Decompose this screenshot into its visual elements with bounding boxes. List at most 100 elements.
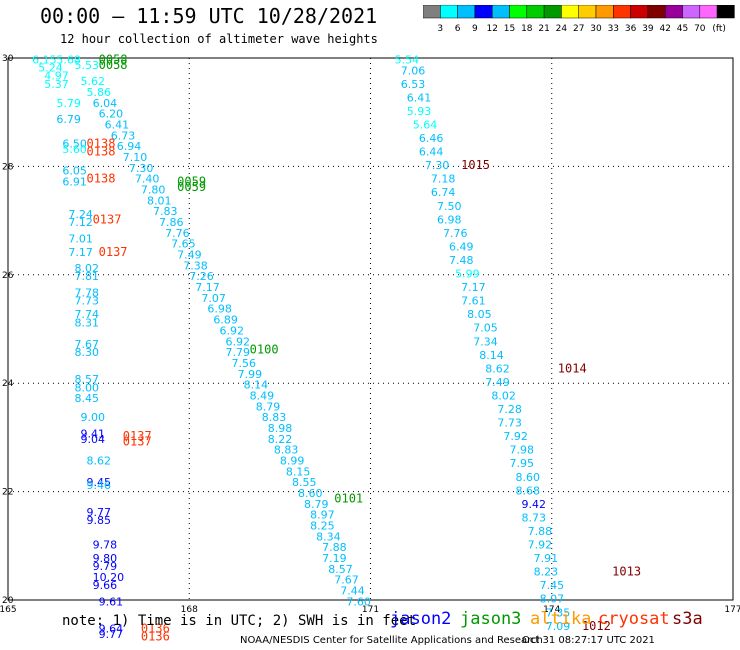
pass-time-label: 0137: [123, 435, 152, 449]
pass-time-label: 0137: [99, 245, 128, 259]
swh-value-label: 9.42: [522, 498, 547, 511]
swh-value-label: 6.04: [93, 97, 118, 110]
colorbar-label: 15: [504, 24, 515, 34]
colorbar: 3 6 9 12 15 18 21 24 27 30 33 36 39 42 45 70 (ft): [423, 5, 735, 34]
swh-value-label: 7.99: [238, 368, 262, 381]
credit-text: NOAA/NESDIS Center for Satellite Applica…: [240, 635, 543, 646]
swh-value-label: 5.54: [395, 53, 420, 66]
swh-value-label: 4.97: [44, 70, 69, 83]
swh-value-label: 7.49: [177, 249, 202, 262]
swh-value-label: 8.02: [491, 389, 516, 402]
swh-value-label: 8.23: [534, 566, 559, 579]
x-tick-label: 168: [181, 605, 198, 615]
swh-value-label: 7.92: [503, 430, 527, 443]
swh-value-label: 7.79: [226, 346, 251, 359]
swh-value-label: 9.78: [93, 539, 118, 552]
swh-value-label: 7.76: [165, 227, 190, 240]
swh-value-label: 7.01: [68, 232, 93, 245]
swh-value-label: 7.34: [473, 335, 498, 348]
swh-value-label: 7.12: [68, 216, 93, 229]
swh-value-label: 6.20: [99, 108, 124, 121]
swh-value-label: 6.53: [401, 78, 426, 91]
swh-value-label: 9.41: [81, 427, 106, 440]
colorbar-label: 33: [608, 24, 619, 34]
legend-cryosat: cryosat: [598, 609, 670, 629]
swh-value-label: 7.88: [528, 525, 553, 538]
swh-value-label: 7.35: [546, 606, 571, 619]
y-tick-label: 30: [2, 54, 14, 64]
swh-value-label: 6.79: [56, 113, 80, 126]
legend-jason2: jason2: [390, 609, 452, 629]
swh-value-label: 6.41: [105, 118, 129, 131]
footer-note: note: 1) Time is in UTC; 2) SWH is in fe…: [62, 613, 417, 629]
colorbar-label: 3: [437, 24, 443, 34]
pass-time-label: 1012: [582, 619, 611, 633]
swh-value-label: 6.15: [32, 53, 57, 66]
swh-value-label: 9.85: [87, 514, 112, 527]
swh-value-label: 6.50: [62, 137, 87, 150]
swh-value-label: 8.14: [244, 379, 269, 392]
swh-value-label: 8.79: [256, 400, 280, 413]
swh-value-label: 6.98: [207, 303, 232, 316]
swh-value-label: 7.83: [153, 205, 178, 218]
swh-value-label: 8.99: [280, 455, 305, 468]
swh-value-label: 8.49: [250, 389, 275, 402]
swh-value-label: 8.02: [74, 262, 99, 275]
swh-value-label: 8.45: [74, 392, 99, 405]
pass-time-label: 0058: [99, 58, 128, 72]
swh-value-label: 6.94: [117, 140, 142, 153]
swh-value-label: 6.41: [407, 91, 432, 104]
swh-value-label: 7.05: [473, 322, 498, 335]
swh-value-label: 8.79: [304, 498, 329, 511]
pass-time-label: 0136: [141, 630, 170, 644]
swh-value-label: 8.83: [262, 411, 287, 424]
swh-value-label: 5.24: [38, 62, 63, 75]
swh-value-label: 7.73: [497, 417, 522, 430]
x-tick-label: 177: [724, 605, 740, 615]
colorbar-label: 21: [538, 24, 549, 34]
colorbar-label: 42: [659, 24, 670, 34]
swh-value-label: 8.83: [274, 444, 299, 457]
swh-value-label: 7.81: [74, 270, 99, 283]
swh-value-label: 9.80: [93, 552, 118, 565]
colorbar-label: 18: [521, 24, 533, 34]
swh-value-label: 9.77: [87, 506, 112, 519]
swh-value-label: 8.22: [268, 433, 293, 446]
colorbar-label: 36: [625, 24, 637, 34]
chart-title: 00:00 – 11:59 UTC 10/28/2021: [40, 4, 378, 28]
swh-value-label: 7.80: [141, 184, 166, 197]
swh-value-label: 7.56: [232, 357, 257, 370]
swh-value-label: 9.79: [93, 560, 118, 573]
swh-value-label: 5.68: [56, 53, 80, 66]
swh-value-label: 7.07: [201, 292, 226, 305]
swh-value-label: 8.15: [286, 465, 311, 478]
swh-value-label: 6.49: [449, 240, 474, 253]
swh-value-label: 7.10: [123, 151, 147, 164]
pass-time-label: 0138: [87, 145, 116, 159]
swh-value-label: 5.37: [44, 78, 69, 91]
swh-value-label: 5.60: [62, 143, 87, 156]
swh-value-label: 6.91: [62, 175, 87, 188]
swh-value-label: 8.05: [467, 308, 492, 321]
pass-time-label: 0138: [87, 136, 116, 150]
swh-value-label: 6.89: [213, 314, 238, 327]
legend-s3a: s3a: [672, 609, 703, 629]
pass-time-label: 0058: [99, 52, 128, 66]
legend-jason3: jason3: [460, 609, 522, 629]
swh-value-label: 7.73: [74, 295, 99, 308]
swh-value-label: 6.05: [62, 165, 87, 178]
swh-value-label: 6.46: [419, 132, 444, 145]
swh-value-label: 7.17: [195, 281, 220, 294]
colorbar-label: 30: [590, 24, 602, 34]
swh-value-label: 6.74: [431, 186, 456, 199]
swh-value-label: 8.31: [74, 316, 99, 329]
swh-value-label: 8.60: [516, 471, 541, 484]
pass-time-label: 0101: [334, 491, 363, 505]
pass-time-label: 0100: [250, 342, 279, 356]
swh-value-label: 6.98: [437, 213, 462, 226]
swh-value-label: 5.53: [74, 59, 99, 72]
swh-value-label: 8.57: [328, 563, 353, 576]
swh-value-label: 5.62: [81, 75, 106, 88]
legend-altika: altika: [530, 609, 592, 629]
swh-value-label: 8.97: [310, 509, 335, 522]
